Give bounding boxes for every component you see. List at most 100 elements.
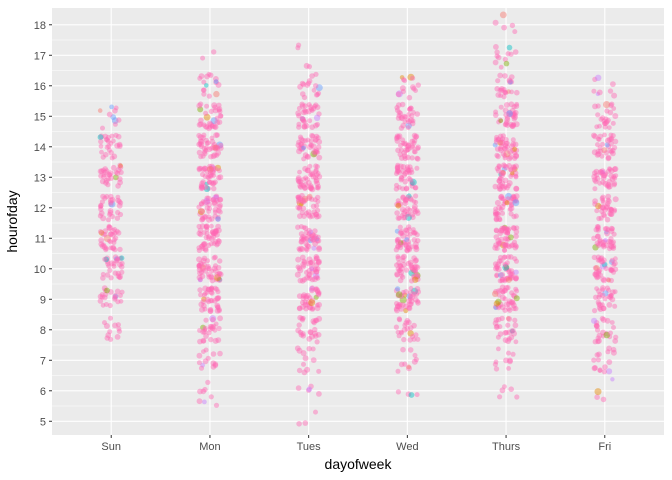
data-point [212,361,219,368]
data-point [411,336,417,342]
data-point [308,299,316,307]
data-point [499,172,505,179]
data-point [300,331,306,337]
data-point [612,266,619,272]
data-point [402,208,408,214]
data-point [99,199,105,205]
data-point [510,300,516,306]
data-point [407,330,414,337]
data-point [196,121,203,128]
data-point [307,329,314,336]
data-point [594,394,600,401]
data-point [610,133,616,139]
data-point [492,59,499,66]
data-point [315,291,322,298]
data-point [608,330,613,336]
data-point [207,169,214,176]
data-point [600,316,607,323]
data-point [500,170,506,176]
data-point [197,106,204,113]
data-point [504,119,510,126]
data-point [512,256,518,262]
data-point [211,142,218,148]
data-point [106,217,111,223]
data-point [297,169,302,175]
data-point [303,306,309,312]
y-tick-label: 14 [34,142,46,154]
data-point [212,200,218,207]
data-point [198,154,204,160]
data-point [212,213,218,219]
data-point [411,132,418,139]
data-point [511,328,516,334]
data-point [395,215,402,221]
data-point [316,258,322,265]
data-point [205,286,212,292]
data-point [504,242,510,249]
data-point [506,244,512,250]
data-point [314,286,319,292]
data-point [314,203,320,209]
data-point [217,142,224,149]
data-point [109,155,115,161]
data-point [411,86,417,92]
data-point [301,369,308,376]
data-point [505,192,512,200]
data-point [214,231,220,238]
data-point [601,239,607,245]
data-point [213,239,219,245]
data-point [612,196,619,203]
data-point [400,346,406,353]
data-point [200,329,206,335]
data-point [591,365,598,372]
data-point [397,201,404,207]
data-point [503,266,509,272]
data-point [600,141,605,147]
data-point [496,215,502,222]
data-point [513,152,519,159]
data-point [203,347,209,353]
data-point [405,211,411,217]
data-point [601,199,607,206]
data-point [612,113,619,119]
data-point [511,214,517,220]
data-point [499,11,507,19]
data-point [306,180,312,186]
data-point [398,306,405,312]
data-point [196,352,203,359]
data-point [295,327,302,334]
data-point [115,230,122,236]
data-point [411,237,417,243]
y-tick-label: 15 [34,111,46,123]
data-point [216,277,223,284]
data-point [511,239,518,245]
data-point [597,148,604,154]
data-point [404,211,410,217]
data-point [201,338,206,344]
data-point [407,106,413,112]
data-point [393,324,399,330]
data-point [114,170,121,177]
data-point [607,147,614,154]
data-point [493,215,500,222]
data-point [506,44,513,51]
data-point [104,144,110,150]
data-point [102,195,108,201]
data-point [206,71,212,77]
data-point [402,178,409,185]
data-point [501,162,507,168]
data-point [297,205,303,210]
data-point [307,104,314,110]
data-point [400,255,406,261]
data-point [206,146,213,153]
data-point [511,164,516,170]
data-point [610,150,616,157]
data-point [492,211,499,218]
data-point [602,296,608,302]
data-point [402,141,408,147]
data-point [594,323,600,329]
data-point [405,245,412,252]
data-point [312,151,318,157]
data-point [502,227,509,234]
data-point [395,329,401,335]
